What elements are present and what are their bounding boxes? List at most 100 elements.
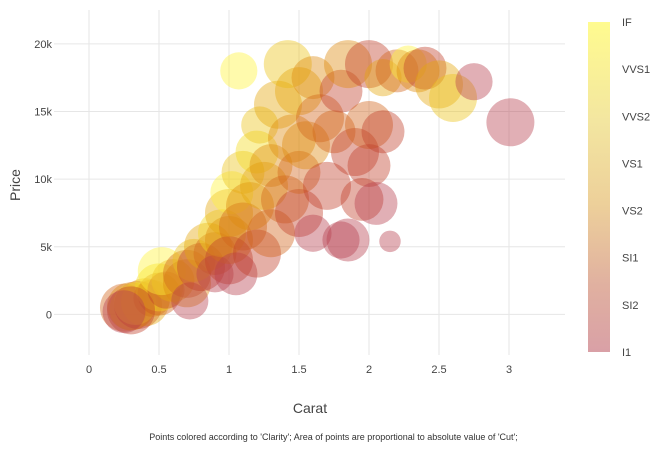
bubble-point[interactable] [114,280,162,329]
colorbar-label: VS1 [622,158,643,170]
bubble-point[interactable] [177,243,225,292]
colorbar-label: I1 [622,347,631,359]
bubble-point[interactable] [282,121,330,170]
bubble-point[interactable] [184,222,232,271]
x-tick-label: 0 [86,364,92,376]
y-tick-label: 0 [46,309,52,321]
bubble-point[interactable] [205,216,253,264]
bubble-point[interactable] [240,161,288,210]
y-tick-label: 5k [40,242,52,254]
bubble-point[interactable] [345,40,393,89]
bubble-point[interactable] [354,182,398,225]
bubble-point[interactable] [205,188,253,237]
bubble-point[interactable] [347,144,391,188]
bubble-point[interactable] [375,49,419,93]
bubble-point[interactable] [319,69,363,113]
bubble-point[interactable] [193,232,237,275]
bubble-point[interactable] [340,177,384,221]
chart-caption: Points colored according to 'Clarity'; A… [149,432,518,442]
y-tick-label: 20k [34,39,52,51]
y-tick-label: 10k [34,174,52,186]
x-axis-title: Carat [293,400,327,416]
bubble-point[interactable] [326,218,370,262]
bubble-point[interactable] [137,272,181,316]
x-tick-label: 3 [506,364,512,376]
bubble-point[interactable] [113,282,157,326]
bubble-point[interactable] [235,130,279,174]
bubble-point[interactable] [312,110,356,154]
bubble-point[interactable] [107,282,155,331]
bubble-point[interactable] [429,73,477,122]
bubble-point[interactable] [163,259,211,308]
colorbar-label: VS2 [622,206,643,218]
colorbar [588,22,610,352]
x-tick-label: 1.5 [291,364,306,376]
x-tick-label: 1 [226,364,232,376]
bubble-point[interactable] [389,45,427,83]
y-ticks: 0 5k 10k 15k 20k [34,39,52,322]
bubble-point[interactable] [455,63,493,101]
bubble-point[interactable] [294,214,332,252]
bubble-point[interactable] [219,202,267,251]
bubble-point[interactable] [163,249,211,298]
bubble-point[interactable] [277,150,321,194]
bubble-point[interactable] [133,279,171,317]
grid [54,10,565,355]
bubble-point[interactable] [109,287,153,331]
bubble-point[interactable] [137,247,186,296]
colorbar-labels: IF VVS1 VVS2 VS1 VS2 SI1 SI2 I1 [622,17,650,359]
bubble-point[interactable] [261,175,309,224]
bubble-point[interactable] [102,290,146,334]
bubble-point[interactable] [331,128,379,177]
bubble-point[interactable] [379,230,401,253]
bubble-point[interactable] [303,161,351,210]
points [100,40,535,335]
bubble-point[interactable] [322,221,360,259]
bubble-point[interactable] [221,150,265,194]
bubble-point[interactable] [249,144,293,188]
bubble-point[interactable] [121,278,169,327]
bubble-point[interactable] [135,263,183,312]
x-ticks: 0 0.5 1 1.5 2 2.5 3 [86,364,512,376]
bubble-point[interactable] [147,271,185,309]
y-tick-label: 15k [34,106,52,118]
bubble-point[interactable] [364,59,402,97]
bubble-point[interactable] [263,40,312,89]
bubble-point[interactable] [324,40,372,89]
bubble-point[interactable] [107,286,155,335]
bubble-point[interactable] [268,114,316,163]
bubble-point[interactable] [172,238,216,282]
bubble-point[interactable] [196,255,234,293]
bubble-point[interactable] [254,80,302,129]
bubble-point[interactable] [205,236,253,285]
bubble-point[interactable] [361,110,405,154]
bubble-point[interactable] [345,101,393,149]
bubble-point[interactable] [415,60,463,109]
bubble-point[interactable] [198,209,246,258]
bubble-point[interactable] [486,98,535,147]
bubble-point[interactable] [247,209,295,258]
bubble-point[interactable] [151,259,195,303]
colorbar-label: VVS2 [622,111,650,123]
bubble-point[interactable] [100,283,148,332]
bubble-point[interactable] [226,182,274,231]
bubble-point[interactable] [275,67,323,116]
bubble-point[interactable] [210,171,254,215]
x-tick-label: 0.5 [151,364,166,376]
bubble-point[interactable] [296,94,344,143]
colorbar-label: VVS1 [622,64,650,76]
colorbar-label: SI1 [622,253,639,265]
bubble-point[interactable] [275,188,323,237]
bubble-point[interactable] [220,52,258,90]
bubble-point[interactable] [291,56,335,100]
bubble-point[interactable] [233,229,281,278]
bubble-point[interactable] [214,252,258,296]
bubble-point[interactable] [403,46,447,90]
bubble-point[interactable] [171,282,209,320]
bubble-point[interactable] [241,106,279,144]
x-tick-label: 2.5 [431,364,446,376]
x-tick-label: 2 [366,364,372,376]
y-axis-title: Price [7,169,23,201]
bubble-point[interactable] [396,49,440,93]
